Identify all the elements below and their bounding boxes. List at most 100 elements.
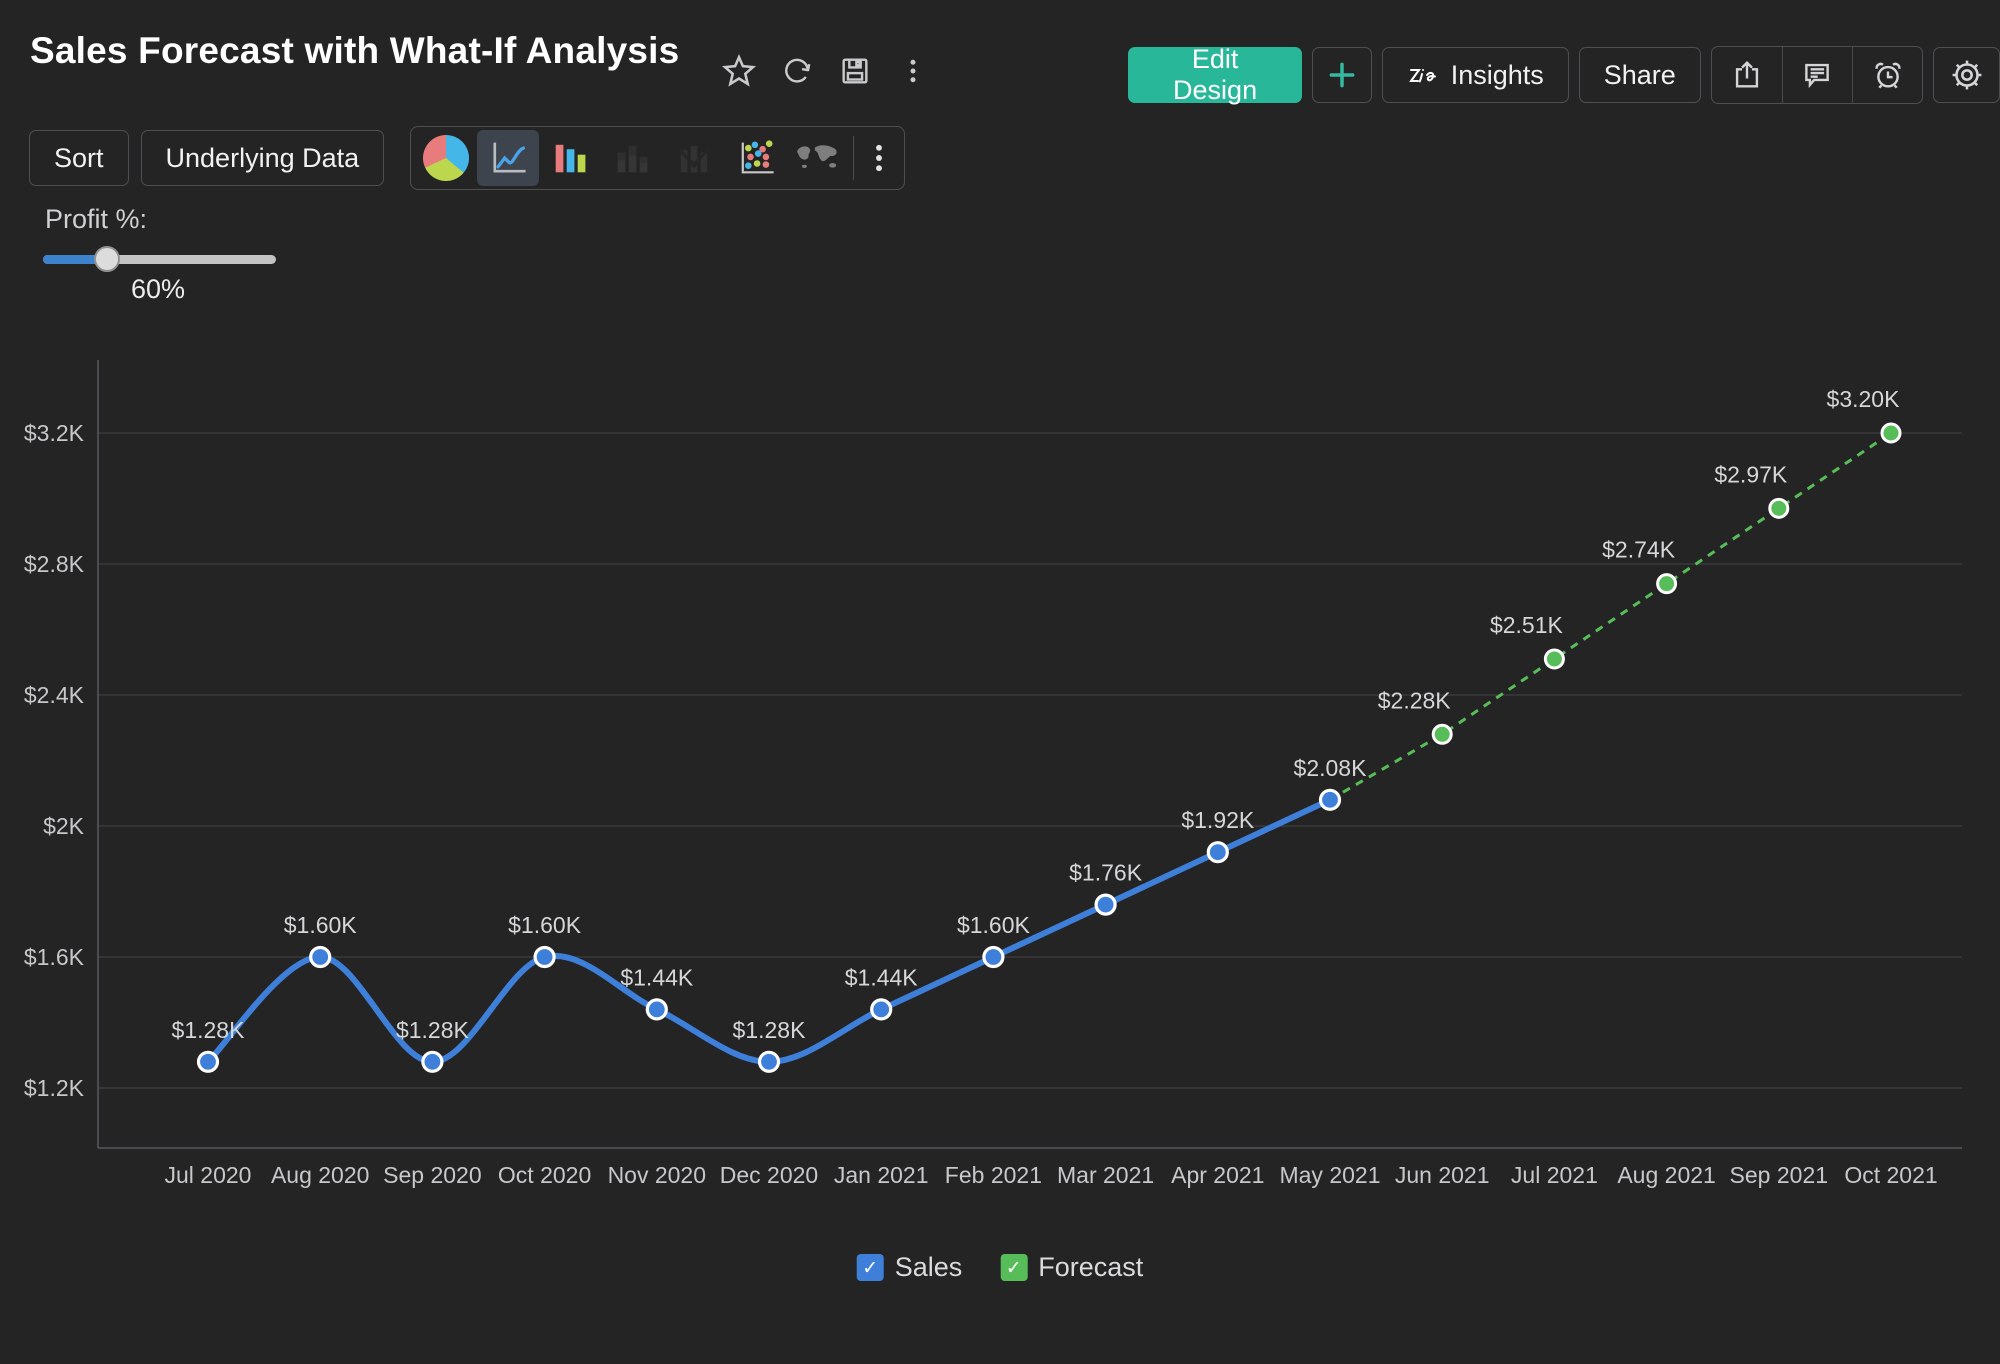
- svg-text:$1.28K: $1.28K: [733, 1017, 807, 1043]
- chart-type-more-button[interactable]: [858, 130, 900, 186]
- svg-text:Oct 2021: Oct 2021: [1844, 1162, 1937, 1188]
- line-chart-icon: [493, 142, 526, 173]
- chart-type-picker: [410, 126, 906, 190]
- title-more-button[interactable]: [892, 50, 934, 92]
- chart-type-line[interactable]: [477, 130, 540, 186]
- page-title: Sales Forecast with What-If Analysis: [30, 30, 680, 71]
- svg-text:Sep 2020: Sep 2020: [383, 1162, 481, 1188]
- svg-text:$2.8K: $2.8K: [24, 551, 85, 577]
- header-actions: Edit Design Insights Share: [1128, 44, 2000, 105]
- chart-toolbar: Sort Underlying Data: [29, 126, 906, 190]
- svg-text:Apr 2021: Apr 2021: [1171, 1162, 1264, 1188]
- svg-text:$2.08K: $2.08K: [1294, 755, 1368, 781]
- alerts-button[interactable]: [1852, 47, 1922, 103]
- svg-text:Aug 2020: Aug 2020: [271, 1162, 369, 1188]
- legend-label-sales: Sales: [894, 1252, 963, 1282]
- chart-legend: ✓ Sales ✓ Forecast: [856, 1252, 1143, 1283]
- svg-text:Nov 2020: Nov 2020: [608, 1162, 706, 1188]
- svg-text:$1.44K: $1.44K: [845, 964, 919, 990]
- svg-text:$1.60K: $1.60K: [508, 912, 582, 938]
- profit-slider-value: 60%: [131, 274, 186, 304]
- svg-text:$1.76K: $1.76K: [1069, 860, 1143, 886]
- more-vertical-icon: [876, 144, 883, 172]
- svg-text:$1.44K: $1.44K: [620, 964, 694, 990]
- svg-text:$1.6K: $1.6K: [24, 944, 85, 970]
- header-icon-group: [1710, 46, 1924, 104]
- export-button[interactable]: [1712, 47, 1782, 103]
- refresh-button[interactable]: [776, 50, 818, 92]
- svg-text:$1.2K: $1.2K: [24, 1075, 85, 1101]
- strip-divider: [853, 136, 855, 180]
- svg-text:$1.60K: $1.60K: [957, 912, 1031, 938]
- svg-text:$3.20K: $3.20K: [1827, 386, 1901, 412]
- legend-item-sales[interactable]: ✓ Sales: [856, 1252, 963, 1283]
- legend-item-forecast[interactable]: ✓ Forecast: [1000, 1252, 1143, 1283]
- svg-text:$2.28K: $2.28K: [1378, 687, 1452, 713]
- export-icon: [1735, 60, 1758, 88]
- chart-type-combo[interactable]: [663, 130, 725, 186]
- sales-checkbox[interactable]: ✓: [856, 1254, 884, 1281]
- legend-label-forecast: Forecast: [1038, 1252, 1144, 1282]
- zia-icon: [1408, 69, 1436, 83]
- svg-text:Mar 2021: Mar 2021: [1057, 1162, 1154, 1188]
- svg-text:Jun 2021: Jun 2021: [1395, 1162, 1490, 1188]
- svg-text:$2.4K: $2.4K: [24, 682, 85, 708]
- svg-text:$2K: $2K: [43, 813, 85, 839]
- stacked-bar-icon: [617, 145, 648, 173]
- insights-label: Insights: [1450, 59, 1544, 90]
- svg-text:$1.60K: $1.60K: [284, 912, 358, 938]
- svg-text:Jul 2021: Jul 2021: [1511, 1162, 1598, 1188]
- svg-text:$2.51K: $2.51K: [1490, 612, 1564, 638]
- favorite-button[interactable]: [718, 50, 760, 92]
- settings-button[interactable]: [1933, 47, 2000, 103]
- save-icon: [842, 58, 868, 84]
- pie-chart-icon: [423, 135, 470, 181]
- save-button[interactable]: [834, 50, 876, 92]
- chart-type-stacked-bar[interactable]: [601, 130, 663, 186]
- map-chart-icon: [797, 145, 837, 169]
- svg-text:$2.97K: $2.97K: [1714, 461, 1788, 487]
- svg-text:Jan 2021: Jan 2021: [834, 1162, 929, 1188]
- check-icon: ✓: [1005, 1256, 1022, 1279]
- svg-text:$1.28K: $1.28K: [396, 1017, 470, 1043]
- svg-text:$3.2K: $3.2K: [24, 420, 85, 446]
- chart-type-pie[interactable]: [415, 130, 477, 186]
- svg-text:Feb 2021: Feb 2021: [945, 1162, 1042, 1188]
- comments-button[interactable]: [1781, 47, 1852, 103]
- scatter-plot-icon: [741, 140, 774, 174]
- chart-type-scatter[interactable]: [725, 130, 787, 186]
- svg-text:$2.74K: $2.74K: [1602, 537, 1676, 563]
- profit-slider[interactable]: [43, 246, 276, 272]
- star-icon: [721, 53, 757, 87]
- forecast-checkbox[interactable]: ✓: [1000, 1254, 1028, 1281]
- sort-button[interactable]: Sort: [29, 130, 129, 186]
- svg-text:Dec 2020: Dec 2020: [720, 1162, 818, 1188]
- profit-slider-label: Profit %:: [45, 204, 148, 234]
- chart-type-bar[interactable]: [539, 130, 601, 186]
- chart-type-map[interactable]: [787, 130, 849, 186]
- more-vertical-icon: [910, 59, 916, 83]
- svg-text:Aug 2021: Aug 2021: [1617, 1162, 1715, 1188]
- svg-text:Jul 2020: Jul 2020: [165, 1162, 252, 1188]
- svg-text:May 2021: May 2021: [1279, 1162, 1380, 1188]
- combo-chart-icon: [678, 145, 711, 173]
- title-action-icons: [718, 50, 934, 92]
- share-button[interactable]: Share: [1578, 47, 1701, 103]
- profit-slider-fill: [43, 255, 109, 264]
- svg-text:Sep 2021: Sep 2021: [1730, 1162, 1828, 1188]
- svg-text:$1.92K: $1.92K: [1181, 807, 1255, 833]
- add-button[interactable]: [1312, 47, 1372, 103]
- alarm-icon: [1875, 62, 1901, 89]
- edit-design-button[interactable]: Edit Design: [1128, 44, 1303, 105]
- comment-icon: [1805, 63, 1830, 89]
- insights-button[interactable]: Insights: [1381, 47, 1569, 103]
- check-icon: ✓: [862, 1256, 879, 1279]
- settings-gear-icon: [1952, 60, 1982, 90]
- profit-slider-handle[interactable]: [94, 246, 121, 272]
- svg-text:$1.28K: $1.28K: [172, 1017, 246, 1043]
- svg-text:Oct 2020: Oct 2020: [498, 1162, 591, 1188]
- underlying-data-button[interactable]: Underlying Data: [140, 130, 385, 186]
- refresh-icon: [785, 58, 811, 83]
- plus-icon: [1329, 62, 1355, 88]
